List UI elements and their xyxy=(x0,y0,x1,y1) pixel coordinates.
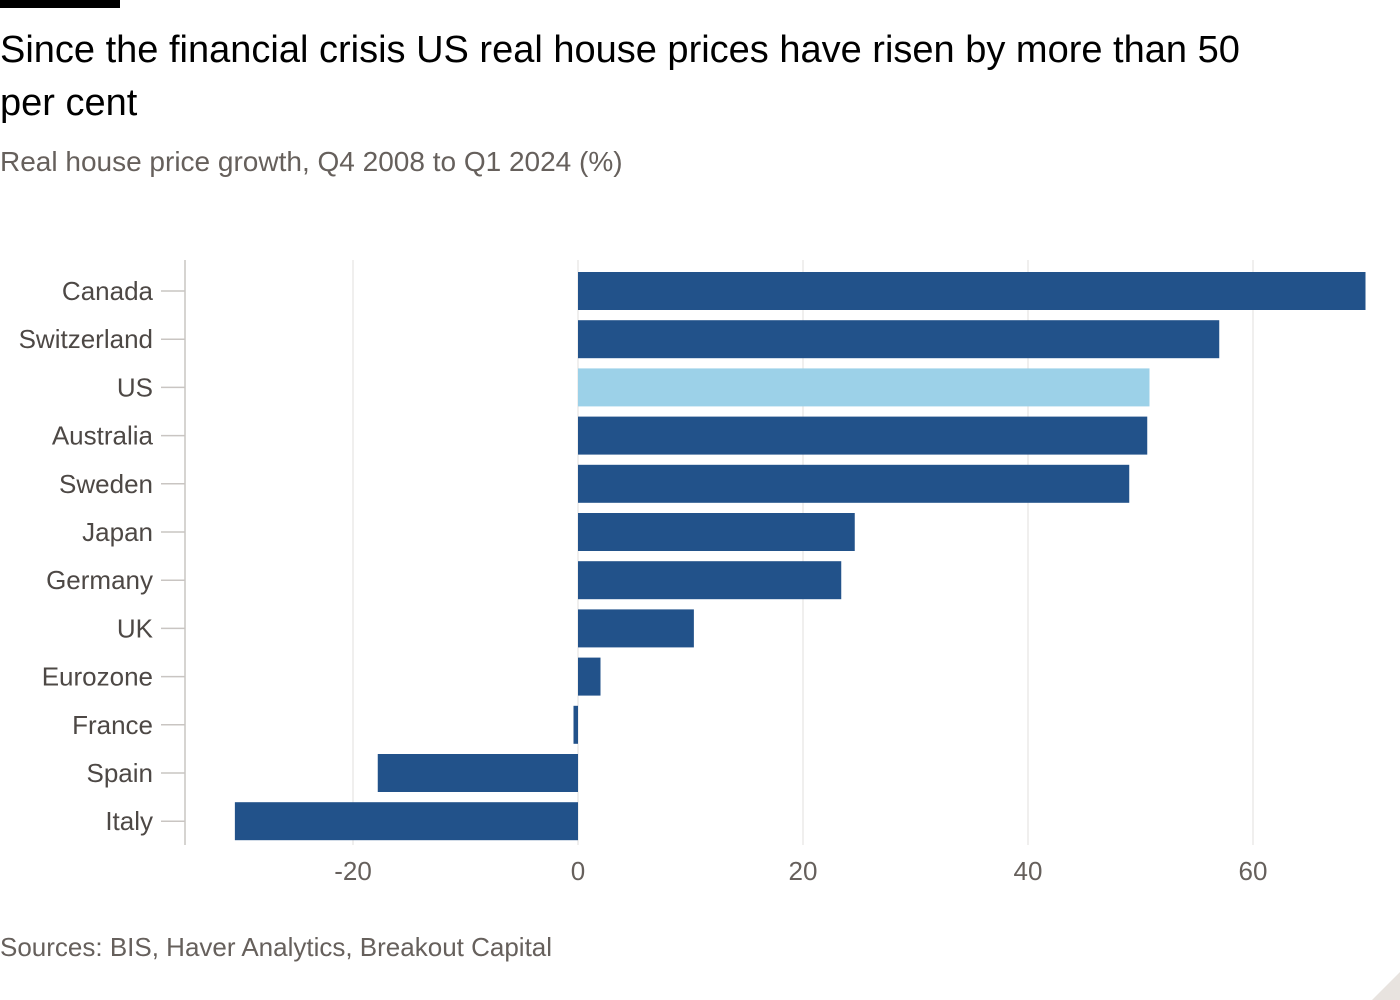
category-label: Sweden xyxy=(59,469,153,499)
bar-australia xyxy=(578,416,1148,455)
category-label: Canada xyxy=(62,276,154,306)
brand-bar xyxy=(0,0,120,8)
category-label: Japan xyxy=(82,517,153,547)
x-tick-label: 0 xyxy=(571,856,585,886)
x-tick-label: 20 xyxy=(789,856,818,886)
category-label: Spain xyxy=(87,758,154,788)
x-tick-label: -20 xyxy=(334,856,372,886)
bar-spain xyxy=(377,754,578,792)
bar-chart: Canada Switzerland US Australia Sweden Japan G… xyxy=(19,260,1366,886)
x-tick-label: 40 xyxy=(1014,856,1043,886)
category-label: Germany xyxy=(46,565,153,595)
bar-canada xyxy=(578,272,1366,310)
bar-japan xyxy=(578,513,855,551)
category-label: US xyxy=(117,372,153,402)
bar-germany xyxy=(578,561,842,600)
bar-switzerland xyxy=(578,320,1220,359)
bar-italy xyxy=(234,802,578,841)
category-label: UK xyxy=(117,613,154,643)
bar-sweden xyxy=(578,464,1130,503)
bars xyxy=(234,272,1366,841)
bar-eurozone xyxy=(578,657,601,696)
bar-france xyxy=(573,705,578,744)
category-label: Australia xyxy=(52,421,154,451)
bar-uk xyxy=(578,609,694,648)
category-labels: Canada Switzerland US Australia Sweden Japan G… xyxy=(19,276,185,836)
source-note: Sources: BIS, Haver Analytics, Breakout … xyxy=(0,932,553,962)
x-axis-ticks: -20 0 20 40 60 xyxy=(334,856,1267,886)
x-tick-label: 60 xyxy=(1239,856,1268,886)
chart-title: Since the financial crisis US real house… xyxy=(0,29,1240,124)
corner-fold xyxy=(1372,972,1400,1000)
category-label: France xyxy=(72,710,153,740)
category-label: Italy xyxy=(105,806,153,836)
bar-us xyxy=(578,368,1150,407)
category-label: Switzerland xyxy=(19,324,153,354)
chart-subtitle: Real house price growth, Q4 2008 to Q1 2… xyxy=(0,146,623,177)
category-label: Eurozone xyxy=(42,662,153,692)
